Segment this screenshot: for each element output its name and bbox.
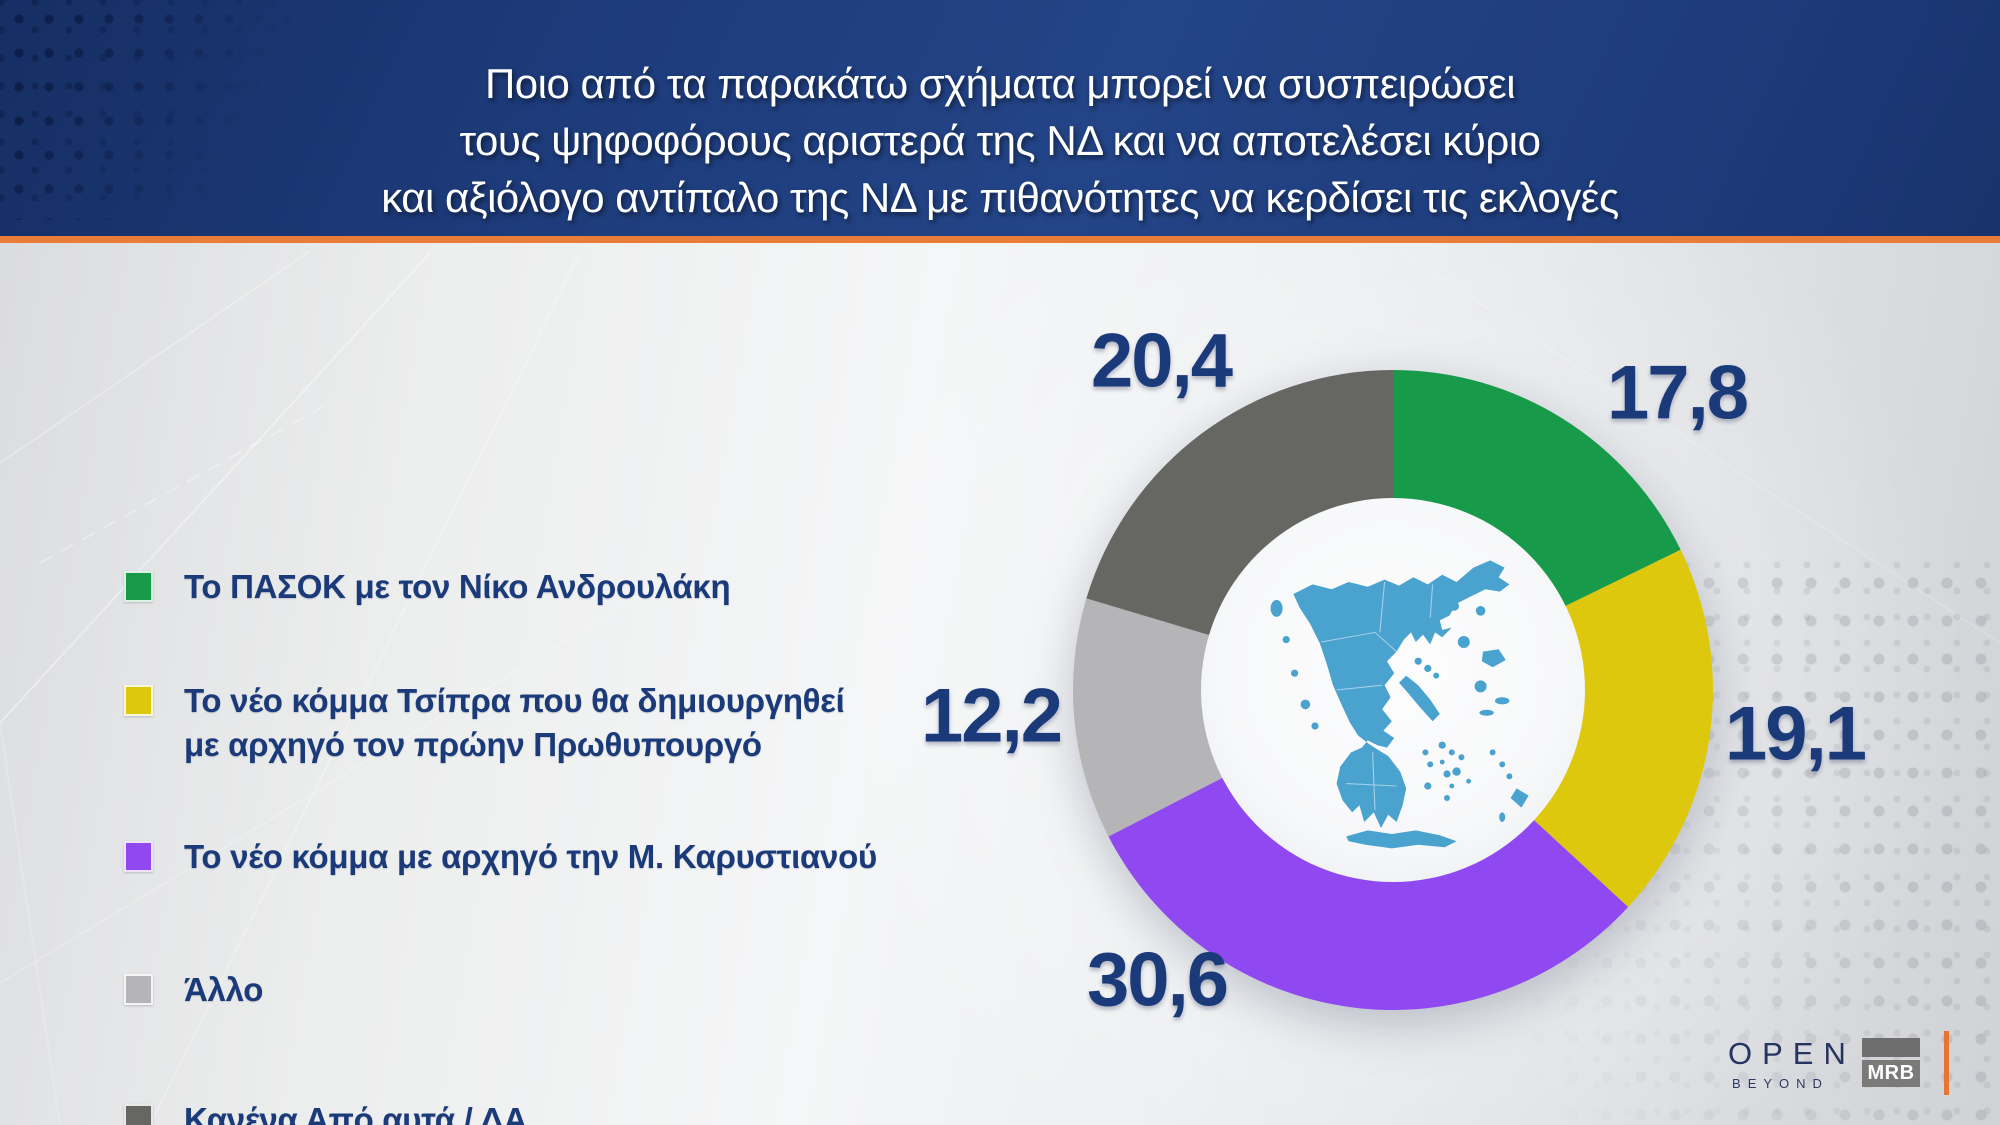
legend-swatch [124, 571, 153, 602]
donut-segment-2 [1108, 776, 1629, 1010]
legend-item-1: Το νέο κόμμα Τσίπρα που θα δημιουργηθεί μ… [124, 679, 845, 767]
banner-dot-pattern [0, 0, 300, 220]
open-logo: OPEN BEYOND [1718, 1036, 1856, 1091]
legend-item-2: Το νέο κόμμα με αρχηγό την Μ. Καρυστιανο… [124, 835, 877, 879]
mrb-logo: MRB [1862, 1038, 1920, 1087]
question-line-2: τους ψηφοφόρους αριστερά της ΝΔ και να α… [459, 117, 1541, 164]
donut-segment-4 [1086, 370, 1393, 636]
donut-segment-0 [1393, 370, 1681, 608]
legend-swatch [124, 974, 153, 1005]
open-logo-subtext: BEYOND [1732, 1076, 1829, 1091]
donut-chart [1073, 370, 1713, 1010]
mrb-logo-bar [1862, 1038, 1920, 1057]
value-label-4: 20,4 [1091, 318, 1233, 404]
legend-item-4: Κανένα Από αυτά / ΔΑ [124, 1098, 527, 1125]
donut-segment-3 [1073, 598, 1225, 837]
question-line-3: και αξιόλογο αντίπαλο της ΝΔ με πιθανότη… [381, 174, 1619, 221]
legend-label: Άλλο [184, 971, 264, 1008]
legend-swatch [124, 841, 153, 872]
legend-item-3: Άλλο [124, 968, 263, 1012]
open-logo-text: OPEN [1728, 1036, 1856, 1071]
legend-label: Το νέο κόμμα Τσίπρα που θα δημιουργηθεί μ… [184, 682, 845, 763]
value-label-0: 17,8 [1607, 350, 1749, 436]
orange-accent-line [1944, 1031, 1949, 1095]
value-label-3: 12,2 [921, 673, 1063, 759]
donut-center [1201, 498, 1585, 882]
legend-swatch [124, 1104, 153, 1125]
legend-label: Κανένα Από αυτά / ΔΑ [184, 1101, 528, 1125]
legend: Το ΠΑΣΟΚ με τον Νίκο Ανδρουλάκη Το νέο κ… [124, 243, 924, 1125]
orange-divider [0, 236, 2000, 243]
greece-map-icon [1270, 560, 1529, 849]
legend-label: Το νέο κόμμα με αρχηγό την Μ. Καρυστιανο… [184, 838, 877, 875]
value-label-1: 19,1 [1725, 691, 1867, 777]
legend-item-0: Το ΠΑΣΟΚ με τον Νίκο Ανδρουλάκη [124, 565, 731, 609]
mrb-logo-text: MRB [1862, 1060, 1920, 1087]
value-label-2: 30,6 [1087, 937, 1229, 1023]
question-banner: Ποιο από τα παρακάτω σχήματα μπορεί να σ… [0, 0, 2000, 236]
legend-label: Το ΠΑΣΟΚ με τον Νίκο Ανδρουλάκη [184, 568, 731, 605]
legend-swatch [124, 685, 153, 716]
question-line-1: Ποιο από τα παρακάτω σχήματα μπορεί να σ… [484, 60, 1516, 107]
